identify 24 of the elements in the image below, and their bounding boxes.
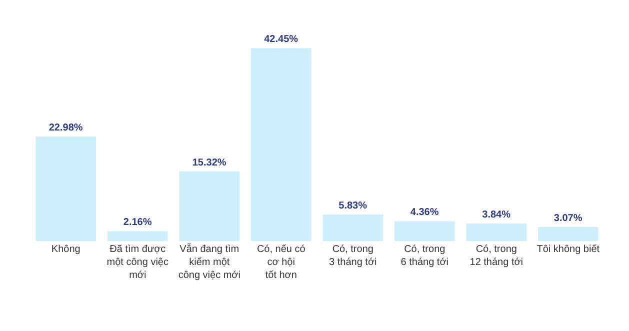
bar <box>107 231 168 241</box>
data-label: 4.36% <box>410 207 439 218</box>
bar <box>466 224 527 241</box>
x-tick-label: Vẫn đang tìm kiếm một công việc mới <box>178 243 240 281</box>
bar <box>394 221 455 241</box>
bar <box>36 136 96 241</box>
data-label: 15.32% <box>192 157 226 168</box>
data-label: 3.84% <box>482 210 511 221</box>
bar <box>538 227 598 241</box>
data-label: 2.16% <box>123 217 152 228</box>
x-tick-label: Có, trong 12 tháng tới <box>470 244 524 268</box>
x-tick-label: Không <box>51 244 80 255</box>
x-tick-label: Có, trong 3 tháng tới <box>329 244 377 268</box>
x-tick-label: Tôi không biết <box>536 244 600 255</box>
x-tick-label: Có, nếu có cơ hội tốt hơn <box>256 244 306 281</box>
bar <box>250 48 312 241</box>
bar <box>322 214 384 241</box>
x-tick-label: Đã tìm được một công việc mới <box>106 244 168 281</box>
data-label: 3.07% <box>554 213 582 224</box>
data-label: 42.45% <box>264 34 298 46</box>
data-label: 22.98% <box>48 122 83 134</box>
data-label: 5.83% <box>338 200 368 212</box>
bar <box>179 171 240 241</box>
x-tick-label: Có, trong 6 tháng tới <box>400 244 448 268</box>
